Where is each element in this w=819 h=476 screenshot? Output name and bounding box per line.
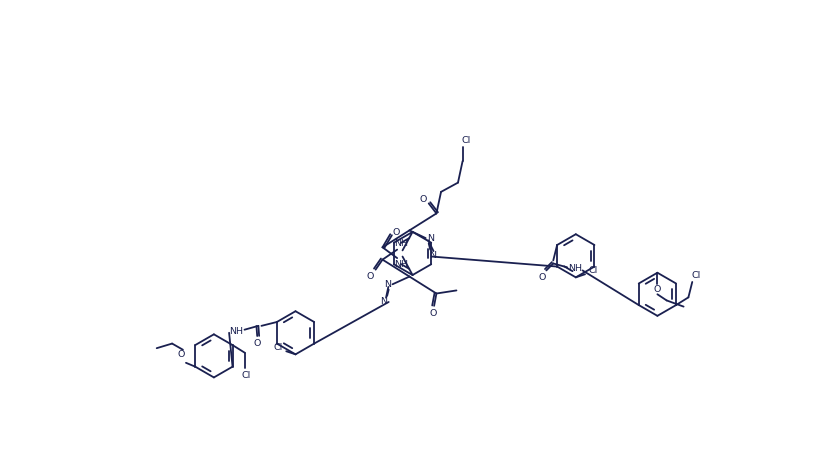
Text: Cl: Cl [461,136,470,145]
Text: Cl: Cl [690,271,700,280]
Text: Cl: Cl [274,343,283,352]
Text: O: O [653,285,660,294]
Text: O: O [178,350,185,359]
Text: NH: NH [229,327,242,336]
Text: NH: NH [393,239,408,248]
Text: O: O [366,272,373,281]
Text: N: N [426,234,433,243]
Text: O: O [419,195,427,204]
Text: O: O [537,273,545,282]
Text: O: O [429,309,437,318]
Text: O: O [254,339,261,348]
Text: N: N [380,297,387,306]
Text: O: O [392,228,400,237]
Text: N: N [428,250,436,259]
Text: NH: NH [568,264,581,273]
Text: Cl: Cl [587,266,596,275]
Text: N: N [383,280,390,289]
Text: Cl: Cl [241,371,250,380]
Text: NH: NH [393,260,408,269]
